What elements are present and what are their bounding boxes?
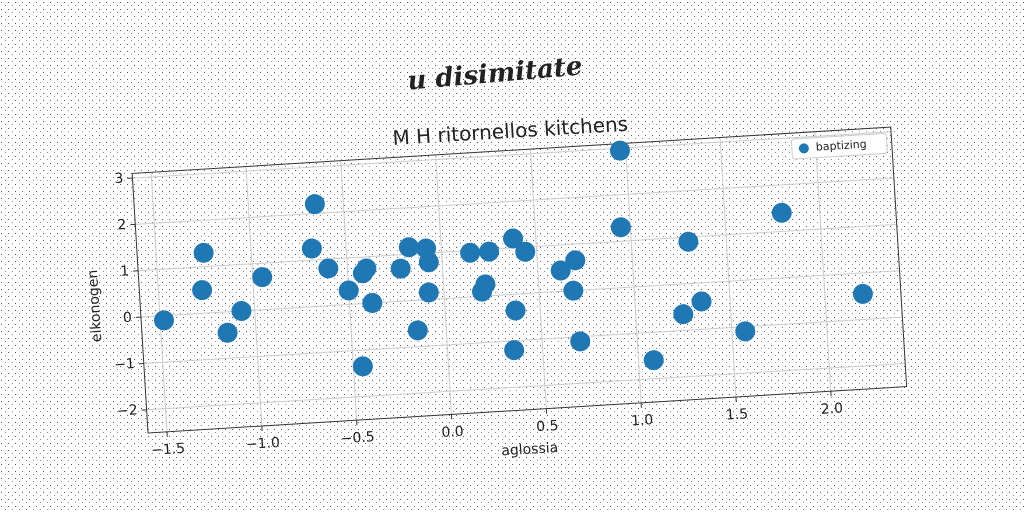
grid-line bbox=[719, 137, 737, 398]
grid-line bbox=[624, 143, 642, 403]
point bbox=[217, 322, 238, 343]
grid-line bbox=[132, 131, 892, 179]
point bbox=[852, 283, 873, 304]
point bbox=[563, 280, 584, 301]
point bbox=[362, 292, 383, 313]
point bbox=[475, 274, 496, 295]
point bbox=[407, 320, 428, 341]
grid-line bbox=[245, 166, 263, 427]
point bbox=[609, 140, 630, 161]
point bbox=[192, 280, 213, 301]
x-axis-label: aglossia bbox=[501, 440, 559, 459]
point bbox=[301, 238, 322, 259]
grid-line bbox=[140, 270, 900, 318]
point bbox=[565, 250, 586, 271]
point bbox=[460, 242, 481, 263]
point bbox=[643, 350, 664, 371]
grid-line bbox=[814, 131, 832, 392]
grid-line bbox=[529, 149, 547, 409]
point bbox=[418, 252, 439, 273]
grid-line bbox=[135, 177, 894, 225]
point bbox=[231, 300, 252, 321]
point bbox=[735, 321, 756, 342]
x-tick-label: 1.0 bbox=[631, 412, 654, 429]
x-tick-label: 2.0 bbox=[820, 401, 843, 418]
point bbox=[352, 263, 373, 284]
point bbox=[570, 331, 591, 352]
point bbox=[691, 291, 712, 312]
legend-box bbox=[790, 133, 888, 160]
x-tick-label: 0.5 bbox=[536, 418, 559, 435]
y-tick-label: −1 bbox=[114, 356, 136, 373]
plot-frame bbox=[131, 126, 908, 434]
grid-line bbox=[435, 154, 452, 415]
point bbox=[398, 237, 419, 258]
y-axis-label: eikonogen bbox=[85, 269, 105, 342]
x-tick-label: −1.0 bbox=[245, 435, 280, 453]
point bbox=[390, 258, 411, 279]
point bbox=[352, 356, 373, 377]
point bbox=[504, 340, 525, 361]
point bbox=[304, 194, 325, 215]
y-tick-label: 2 bbox=[117, 217, 127, 234]
y-tick-label: −2 bbox=[117, 402, 139, 419]
point bbox=[673, 304, 694, 325]
y-tick-label: 1 bbox=[120, 263, 130, 280]
point bbox=[252, 267, 273, 288]
x-tick-label: −1.5 bbox=[151, 441, 186, 459]
point bbox=[318, 258, 339, 279]
y-tick-label: 0 bbox=[123, 310, 133, 327]
x-tick-label: 0.0 bbox=[441, 424, 464, 441]
point bbox=[338, 280, 359, 301]
point bbox=[193, 242, 214, 263]
point bbox=[503, 228, 524, 249]
grid-line bbox=[143, 316, 903, 364]
x-tick-label: −0.5 bbox=[340, 429, 375, 447]
x-tick-label: 1.5 bbox=[725, 406, 748, 423]
grid-line bbox=[146, 362, 906, 411]
point bbox=[418, 282, 439, 303]
legend-label: baptizing bbox=[815, 138, 867, 154]
point bbox=[153, 310, 174, 331]
point bbox=[505, 300, 526, 321]
plot: M H ritornellos kitchens −1.5 −1.0 −0.5 0.0… bbox=[85, 112, 908, 459]
point bbox=[771, 202, 792, 223]
point bbox=[479, 241, 500, 262]
point bbox=[550, 260, 571, 281]
legend-marker bbox=[798, 143, 809, 154]
point bbox=[610, 217, 631, 238]
y-tick-label: 3 bbox=[114, 171, 124, 188]
grid-line bbox=[150, 172, 168, 432]
point bbox=[515, 241, 536, 262]
point bbox=[678, 231, 699, 252]
